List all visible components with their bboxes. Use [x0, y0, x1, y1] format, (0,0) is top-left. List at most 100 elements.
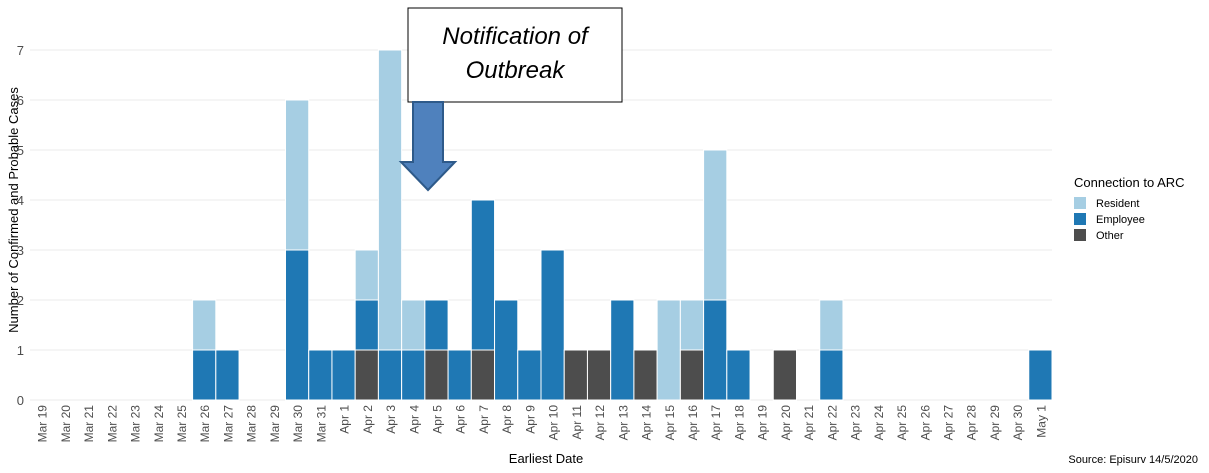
legend-label: Resident	[1096, 198, 1139, 210]
bar-segment	[586, 349, 612, 401]
x-axis-label: Earliest Date	[509, 451, 583, 466]
bar-segment	[610, 299, 635, 401]
y-tick-label: 0	[17, 393, 24, 408]
x-tick-label: Apr 13	[616, 405, 630, 441]
x-tick-label: Apr 6	[454, 405, 468, 434]
x-tick-label: Apr 12	[593, 405, 607, 441]
x-tick-label: Apr 2	[361, 405, 375, 434]
x-tick-label: Apr 8	[500, 405, 514, 434]
bar-segment	[285, 99, 310, 251]
bar-segment	[540, 249, 565, 401]
x-tick-label: Apr 17	[709, 405, 723, 441]
bar-segment	[679, 299, 705, 351]
x-tick-label: Mar 27	[221, 405, 235, 443]
x-tick-label: Apr 25	[895, 405, 909, 441]
x-tick-label: Apr 15	[663, 405, 677, 441]
x-tick-label: Apr 1	[338, 405, 352, 434]
x-tick-label: Mar 25	[175, 405, 189, 443]
y-tick-label: 6	[17, 93, 24, 108]
x-tick-label: Apr 16	[686, 405, 700, 441]
bar-segment	[633, 349, 658, 401]
x-tick-label: Apr 21	[802, 405, 816, 441]
bar-segment	[354, 299, 379, 351]
x-tick-label: Apr 27	[941, 405, 955, 441]
x-tick-label: Apr 24	[872, 405, 886, 441]
bar-segment	[401, 299, 426, 351]
x-tick-label: Mar 22	[105, 405, 119, 443]
bar-segment	[517, 349, 542, 401]
x-tick-label: Apr 3	[384, 405, 398, 434]
y-tick-label: 4	[17, 193, 24, 208]
x-tick-label: Apr 11	[570, 405, 584, 440]
x-tick-label: Apr 9	[523, 405, 537, 434]
bar-segment	[703, 299, 728, 401]
bar-segment	[819, 349, 844, 401]
x-tick-label: Apr 18	[732, 405, 746, 441]
y-tick-label: 2	[17, 293, 24, 308]
bar-segment	[703, 149, 728, 301]
bar-segment	[447, 349, 472, 401]
bar-segment	[494, 299, 519, 401]
bar-segment	[1028, 349, 1053, 401]
x-tick-label: Apr 29	[988, 405, 1002, 441]
bar-segment	[470, 199, 496, 351]
source: Source: Episurv 14/5/2020	[1068, 454, 1198, 466]
x-tick-label: Apr 20	[779, 405, 793, 441]
bar-segment	[354, 349, 379, 401]
x-tick-label: Mar 31	[314, 405, 328, 443]
bar-segment	[679, 349, 705, 401]
annotation	[398, 7, 623, 192]
bar-segment	[563, 349, 588, 401]
x-tick-label: Apr 19	[756, 405, 770, 441]
x-tick-label: Mar 23	[129, 405, 143, 443]
annotation-source: Notification of Outbreak	[442, 23, 590, 84]
bar-segment	[285, 249, 310, 401]
annotation-arrow	[398, 101, 458, 192]
legend-label: Other	[1096, 230, 1124, 242]
bar-segment	[470, 349, 496, 401]
bar-segment	[772, 349, 797, 401]
annotation-box	[407, 7, 623, 103]
x-tick-label: Mar 19	[36, 405, 50, 443]
x-tick-label: Mar 24	[152, 405, 166, 443]
x-tick-label: Apr 23	[849, 405, 863, 441]
y-tick-label: 1	[17, 343, 24, 358]
bar-segment	[377, 49, 403, 351]
x-tick-label: Mar 26	[198, 405, 212, 443]
legend-swatch	[1074, 229, 1086, 241]
x-tick-label: Mar 28	[245, 405, 259, 443]
x-tick-label: Apr 28	[965, 405, 979, 441]
bar-segment	[192, 349, 217, 401]
x-tick-label: Apr 26	[918, 405, 932, 441]
bar-segment	[215, 349, 240, 401]
x-tick-label: May 1	[1034, 405, 1048, 438]
legend-swatch	[1074, 197, 1086, 209]
y-tick-label: 7	[17, 43, 24, 58]
bar-segment	[656, 299, 681, 401]
legend-label: Employee	[1096, 214, 1145, 226]
x-tick-label: Mar 29	[268, 405, 282, 443]
x-tick-label: Mar 20	[59, 405, 73, 443]
x-tick-label: Apr 7	[477, 405, 491, 434]
x-tick-label: Mar 21	[82, 405, 96, 443]
bar-segment	[354, 249, 379, 301]
x-tick-label: Apr 10	[547, 405, 561, 441]
bar-segment	[424, 349, 449, 401]
y-axis-label: Number of Confirmed and Probable Cases	[6, 87, 21, 333]
bar-segment	[331, 349, 356, 401]
bar-segment	[424, 299, 449, 351]
legend-swatch	[1074, 213, 1086, 225]
x-tick-label: Apr 30	[1011, 405, 1025, 441]
y-tick-label: 3	[17, 243, 24, 258]
x-tick-label: Apr 14	[640, 405, 654, 441]
legend-title: Connection to ARC	[1074, 175, 1185, 190]
x-tick-label: Apr 5	[430, 405, 444, 434]
bar-segment	[192, 299, 217, 351]
bar-segment	[308, 349, 333, 401]
y-tick-label: 5	[17, 143, 24, 158]
plot	[30, 49, 1053, 401]
bar-segment	[401, 349, 426, 401]
bar-segment	[819, 299, 844, 351]
x-tick-label: Mar 30	[291, 405, 305, 443]
